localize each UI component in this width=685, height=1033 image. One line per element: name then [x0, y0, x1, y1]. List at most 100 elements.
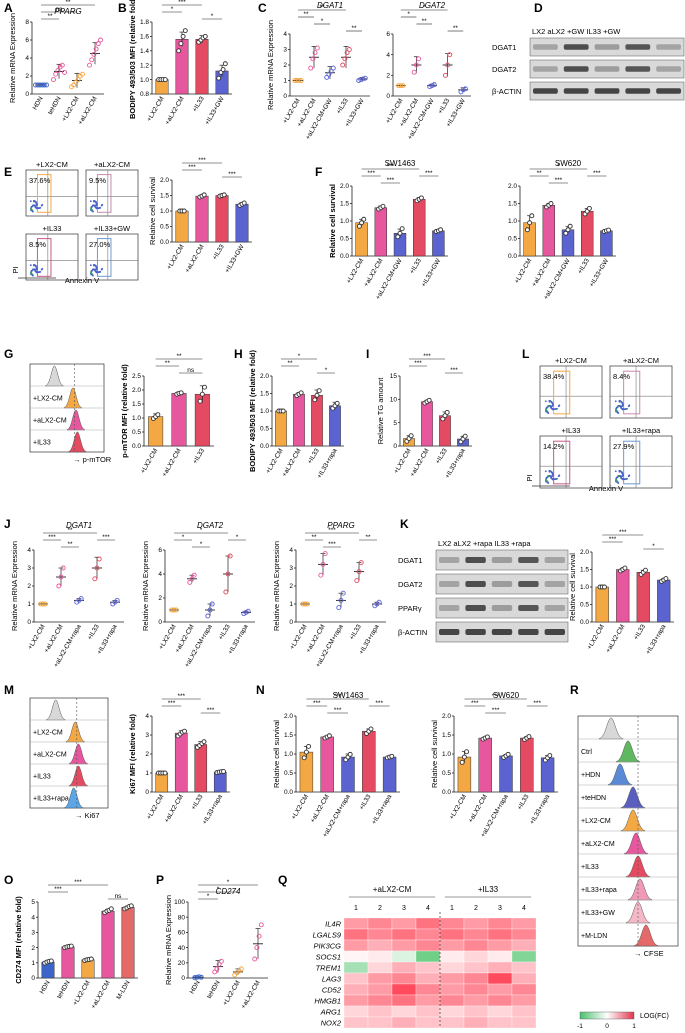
- data-point: [254, 945, 260, 951]
- legend-tick: 0: [605, 1023, 609, 1030]
- cell-dot: [615, 478, 617, 481]
- data-point: [162, 770, 168, 776]
- y-tick-label: 2: [31, 945, 35, 952]
- x-tick-label: +aLX2-CM: [309, 794, 331, 825]
- y-tick-label: 1.0: [132, 415, 141, 422]
- data-point: [358, 560, 364, 566]
- quad-frame: [609, 365, 673, 419]
- cell-dot: [624, 408, 626, 411]
- y-tick-label: 1.5: [580, 567, 589, 574]
- data-point: [565, 227, 571, 233]
- cell-dot: [620, 405, 623, 408]
- heatmap-cell: [367, 917, 393, 930]
- data-point: [59, 62, 65, 68]
- chart-title: SW1463: [333, 691, 364, 700]
- heatmap-row-label: TREM1: [316, 964, 341, 973]
- data-point: [53, 71, 59, 77]
- y-tick-label: 1.4: [140, 48, 149, 55]
- x-tick-label: +aLX2-CM: [409, 448, 431, 479]
- quad-label: +IL33+GW: [94, 224, 131, 233]
- cell-dot: [618, 470, 621, 473]
- x-tick-label: +LX2-CM: [27, 624, 47, 651]
- cell-dot: [548, 400, 551, 403]
- y-tick-label: 15: [390, 373, 398, 380]
- sig-label: **: [65, 0, 71, 6]
- data-point: [567, 223, 573, 229]
- x-tick-label: +aLX2-CM: [163, 794, 185, 825]
- cell-dot: [97, 207, 100, 210]
- blot-row-label: DGAT2: [492, 65, 516, 74]
- bar: [636, 572, 650, 623]
- bar: [121, 907, 135, 979]
- data-point: [78, 596, 84, 602]
- heatmap-cell: [463, 950, 489, 963]
- y-axis-label: Relative cell survival: [328, 184, 337, 258]
- y-tick-label: 6: [386, 31, 390, 38]
- panel-letter-I: I: [366, 347, 369, 361]
- blot-band: [465, 581, 486, 587]
- blot-band: [533, 44, 558, 50]
- data-point: [318, 572, 324, 578]
- chart-title: SW1463: [385, 159, 416, 168]
- data-point: [314, 45, 320, 51]
- heatmap-cell: [415, 961, 441, 974]
- sig-label: ***: [102, 534, 110, 541]
- bar: [174, 732, 188, 793]
- heatmap-cell: [511, 983, 537, 996]
- hist-curve: [607, 763, 633, 786]
- data-point: [586, 205, 592, 211]
- hist-curve: [65, 721, 85, 743]
- panel-i-chart: 0 5 10 15 Relative TG amount +LX2-CM+aLX2-CM +…: [376, 353, 472, 480]
- data-point: [411, 69, 417, 75]
- y-tick-label: 0.5: [284, 770, 293, 777]
- panel-letter-B: B: [118, 1, 127, 15]
- heatmap-cell: [391, 983, 417, 996]
- cell-dot: [627, 405, 630, 408]
- heatmap-cell: [391, 917, 417, 930]
- legend-tick: 1: [632, 1023, 636, 1030]
- data-point: [60, 565, 66, 571]
- hist-row-label: +IL33: [33, 773, 51, 780]
- data-point: [312, 50, 318, 56]
- quad-frame: [539, 365, 603, 419]
- cell-dot: [621, 473, 624, 475]
- data-point: [155, 412, 161, 418]
- sig-label: *: [321, 18, 324, 25]
- sig-label: ***: [198, 157, 206, 164]
- data-point: [484, 734, 490, 740]
- y-tick-label: 1.8: [140, 19, 149, 26]
- sig-label: **: [453, 25, 459, 32]
- data-point: [55, 68, 61, 74]
- heatmap-cell: [367, 1016, 393, 1029]
- data-point: [334, 400, 340, 406]
- heatmap-cell: [343, 961, 369, 974]
- heatmap-cell: [391, 939, 417, 952]
- blot-band: [518, 581, 539, 587]
- y-tick-label: 0.5: [132, 429, 141, 436]
- y-tick-label: 2.0: [442, 713, 451, 720]
- data-point: [310, 56, 316, 62]
- cell-dot: [35, 270, 38, 273]
- heatmap-cell: [487, 1005, 513, 1018]
- y-tick-label: 1.5: [132, 401, 141, 408]
- bar: [412, 199, 426, 257]
- bar: [175, 39, 189, 95]
- y-tick-label: 4: [283, 31, 287, 38]
- sig-label: ***: [54, 886, 62, 893]
- y-tick-label: 1.0: [160, 208, 169, 215]
- quad-gate: [553, 370, 571, 415]
- y-axis-label: Relative mRNA Expression: [272, 541, 281, 631]
- cell-dot: [546, 406, 549, 409]
- y-tick-label: 1.0: [140, 77, 149, 84]
- y-tick-label: 1: [289, 601, 293, 608]
- data-point: [303, 749, 309, 755]
- y-tick-label: 2.0: [160, 177, 169, 184]
- y-tick-label: 8: [25, 19, 29, 26]
- x-tick-label: +LX2-CM: [140, 448, 160, 475]
- panel-g-bar: 0.0 0.5 1.0 1.5 2.0 2.5p-mTOR MFI (relative f…: [120, 353, 214, 478]
- x-tick-label: +LX2-CM: [158, 624, 178, 651]
- heatmap-cell: [415, 939, 441, 952]
- blot-band: [439, 605, 460, 611]
- data-point: [442, 413, 448, 419]
- data-point: [440, 416, 446, 422]
